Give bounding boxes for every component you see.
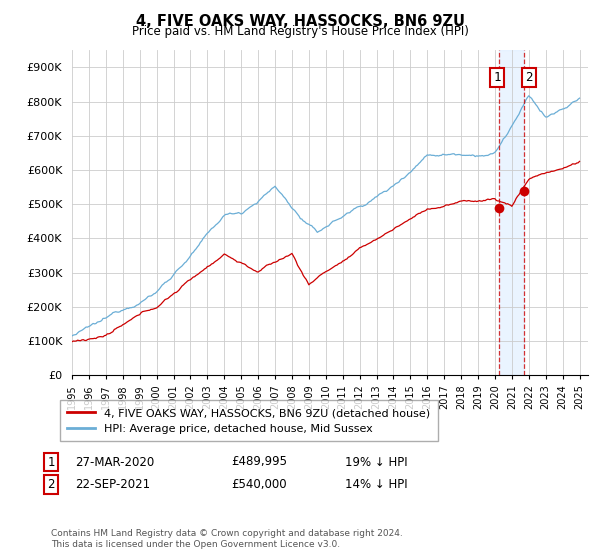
Text: 4, FIVE OAKS WAY, HASSOCKS, BN6 9ZU: 4, FIVE OAKS WAY, HASSOCKS, BN6 9ZU	[136, 14, 464, 29]
Text: 27-MAR-2020: 27-MAR-2020	[75, 455, 154, 469]
Text: 14% ↓ HPI: 14% ↓ HPI	[345, 478, 407, 491]
Text: 2: 2	[526, 71, 533, 84]
Text: Contains HM Land Registry data © Crown copyright and database right 2024.
This d: Contains HM Land Registry data © Crown c…	[51, 529, 403, 549]
Text: 19% ↓ HPI: 19% ↓ HPI	[345, 455, 407, 469]
Bar	[499, 50, 524, 375]
Text: £489,995: £489,995	[231, 455, 287, 469]
Text: Price paid vs. HM Land Registry's House Price Index (HPI): Price paid vs. HM Land Registry's House …	[131, 25, 469, 38]
Text: 2: 2	[47, 478, 55, 491]
Text: 1: 1	[47, 455, 55, 469]
Text: £540,000: £540,000	[231, 478, 287, 491]
Text: 1: 1	[493, 71, 501, 84]
Text: 22-SEP-2021: 22-SEP-2021	[75, 478, 150, 491]
Legend: 4, FIVE OAKS WAY, HASSOCKS, BN6 9ZU (detached house), HPI: Average price, detach: 4, FIVE OAKS WAY, HASSOCKS, BN6 9ZU (det…	[59, 400, 438, 441]
